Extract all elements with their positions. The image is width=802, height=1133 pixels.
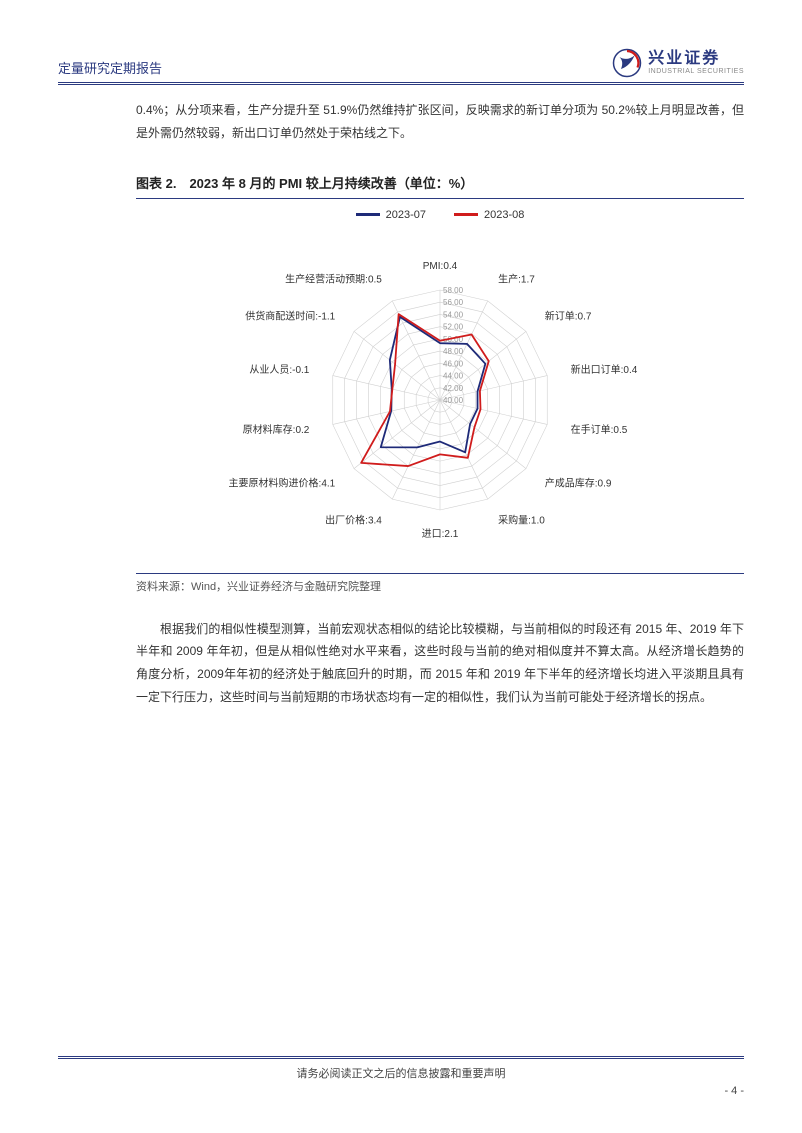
svg-text:56.00: 56.00 [443,298,464,307]
analysis-paragraph: 根据我们的相似性模型测算，当前宏观状态相似的结论比较模糊，与当前相似的时段还有 … [136,618,744,709]
legend-item-aug: 2023-08 [454,209,524,221]
footer-rule [58,1056,744,1059]
legend-label: 2023-08 [484,209,524,221]
svg-text:产成品库存:0.9: 产成品库存:0.9 [545,476,612,489]
legend-item-jul: 2023-07 [356,209,426,221]
svg-text:生产经营活动预期:0.5: 生产经营活动预期:0.5 [285,272,382,285]
svg-text:主要原材料购进价格:4.1: 主要原材料购进价格:4.1 [229,476,336,489]
report-type: 定量研究定期报告 [58,48,162,77]
footer-disclaimer: 请务必阅读正文之后的信息披露和重要声明 [58,1065,744,1081]
page-number: - 4 - [58,1085,744,1097]
radar-chart-canvas: 40.0042.0044.0046.0048.0050.0052.0054.00… [165,225,715,565]
header-rule [58,82,744,85]
intro-paragraph: 0.4%；从分项来看，生产分提升至 51.9%仍然维持扩张区间，反映需求的新订单… [136,99,744,145]
svg-text:从业人员:-0.1: 从业人员:-0.1 [249,364,309,376]
svg-text:进口:2.1: 进口:2.1 [422,528,459,540]
svg-text:出厂价格:3.4: 出厂价格:3.4 [325,513,382,526]
brand-logo: 兴业证券 INDUSTRIAL SECURITIES [612,48,744,78]
svg-text:52.00: 52.00 [443,322,464,331]
legend-label: 2023-07 [386,209,426,221]
svg-text:在手订单:0.5: 在手订单:0.5 [571,422,628,435]
svg-text:原材料库存:0.2: 原材料库存:0.2 [243,422,310,435]
page-footer: 请务必阅读正文之后的信息披露和重要声明 - 4 - [58,1056,744,1097]
logo-icon [612,48,642,78]
svg-text:新出口订单:0.4: 新出口订单:0.4 [571,363,638,376]
chart-figure-2: 图表 2. 2023 年 8 月的 PMI 较上月持续改善（单位：%） 2023… [136,173,744,594]
svg-text:44.00: 44.00 [443,371,464,380]
logo-text-en: INDUSTRIAL SECURITIES [648,68,744,76]
svg-text:生产:1.7: 生产:1.7 [498,272,535,285]
logo-text-cn: 兴业证券 [648,50,744,68]
svg-text:新订单:0.7: 新订单:0.7 [545,309,592,322]
svg-text:40.00: 40.00 [443,396,464,405]
svg-text:42.00: 42.00 [443,383,464,392]
chart-legend: 2023-07 2023-08 [136,209,744,221]
svg-text:供货商配送时间:-1.1: 供货商配送时间:-1.1 [245,309,335,322]
chart-source: 资料来源：Wind，兴业证券经济与金融研究院整理 [136,578,744,594]
svg-text:PMI:0.4: PMI:0.4 [423,261,458,272]
svg-text:采购量:1.0: 采购量:1.0 [498,513,545,526]
legend-swatch [454,213,478,216]
page-header: 定量研究定期报告 兴业证券 INDUSTRIAL SECURITIES [58,48,744,78]
legend-swatch [356,213,380,216]
svg-text:46.00: 46.00 [443,359,464,368]
svg-text:58.00: 58.00 [443,286,464,295]
chart-title: 图表 2. 2023 年 8 月的 PMI 较上月持续改善（单位：%） [136,173,744,199]
svg-text:48.00: 48.00 [443,347,464,356]
svg-text:54.00: 54.00 [443,310,464,319]
